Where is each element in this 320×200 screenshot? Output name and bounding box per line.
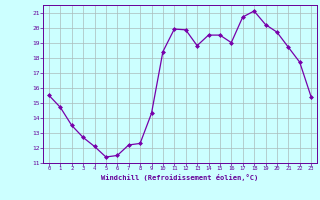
X-axis label: Windchill (Refroidissement éolien,°C): Windchill (Refroidissement éolien,°C) (101, 174, 259, 181)
